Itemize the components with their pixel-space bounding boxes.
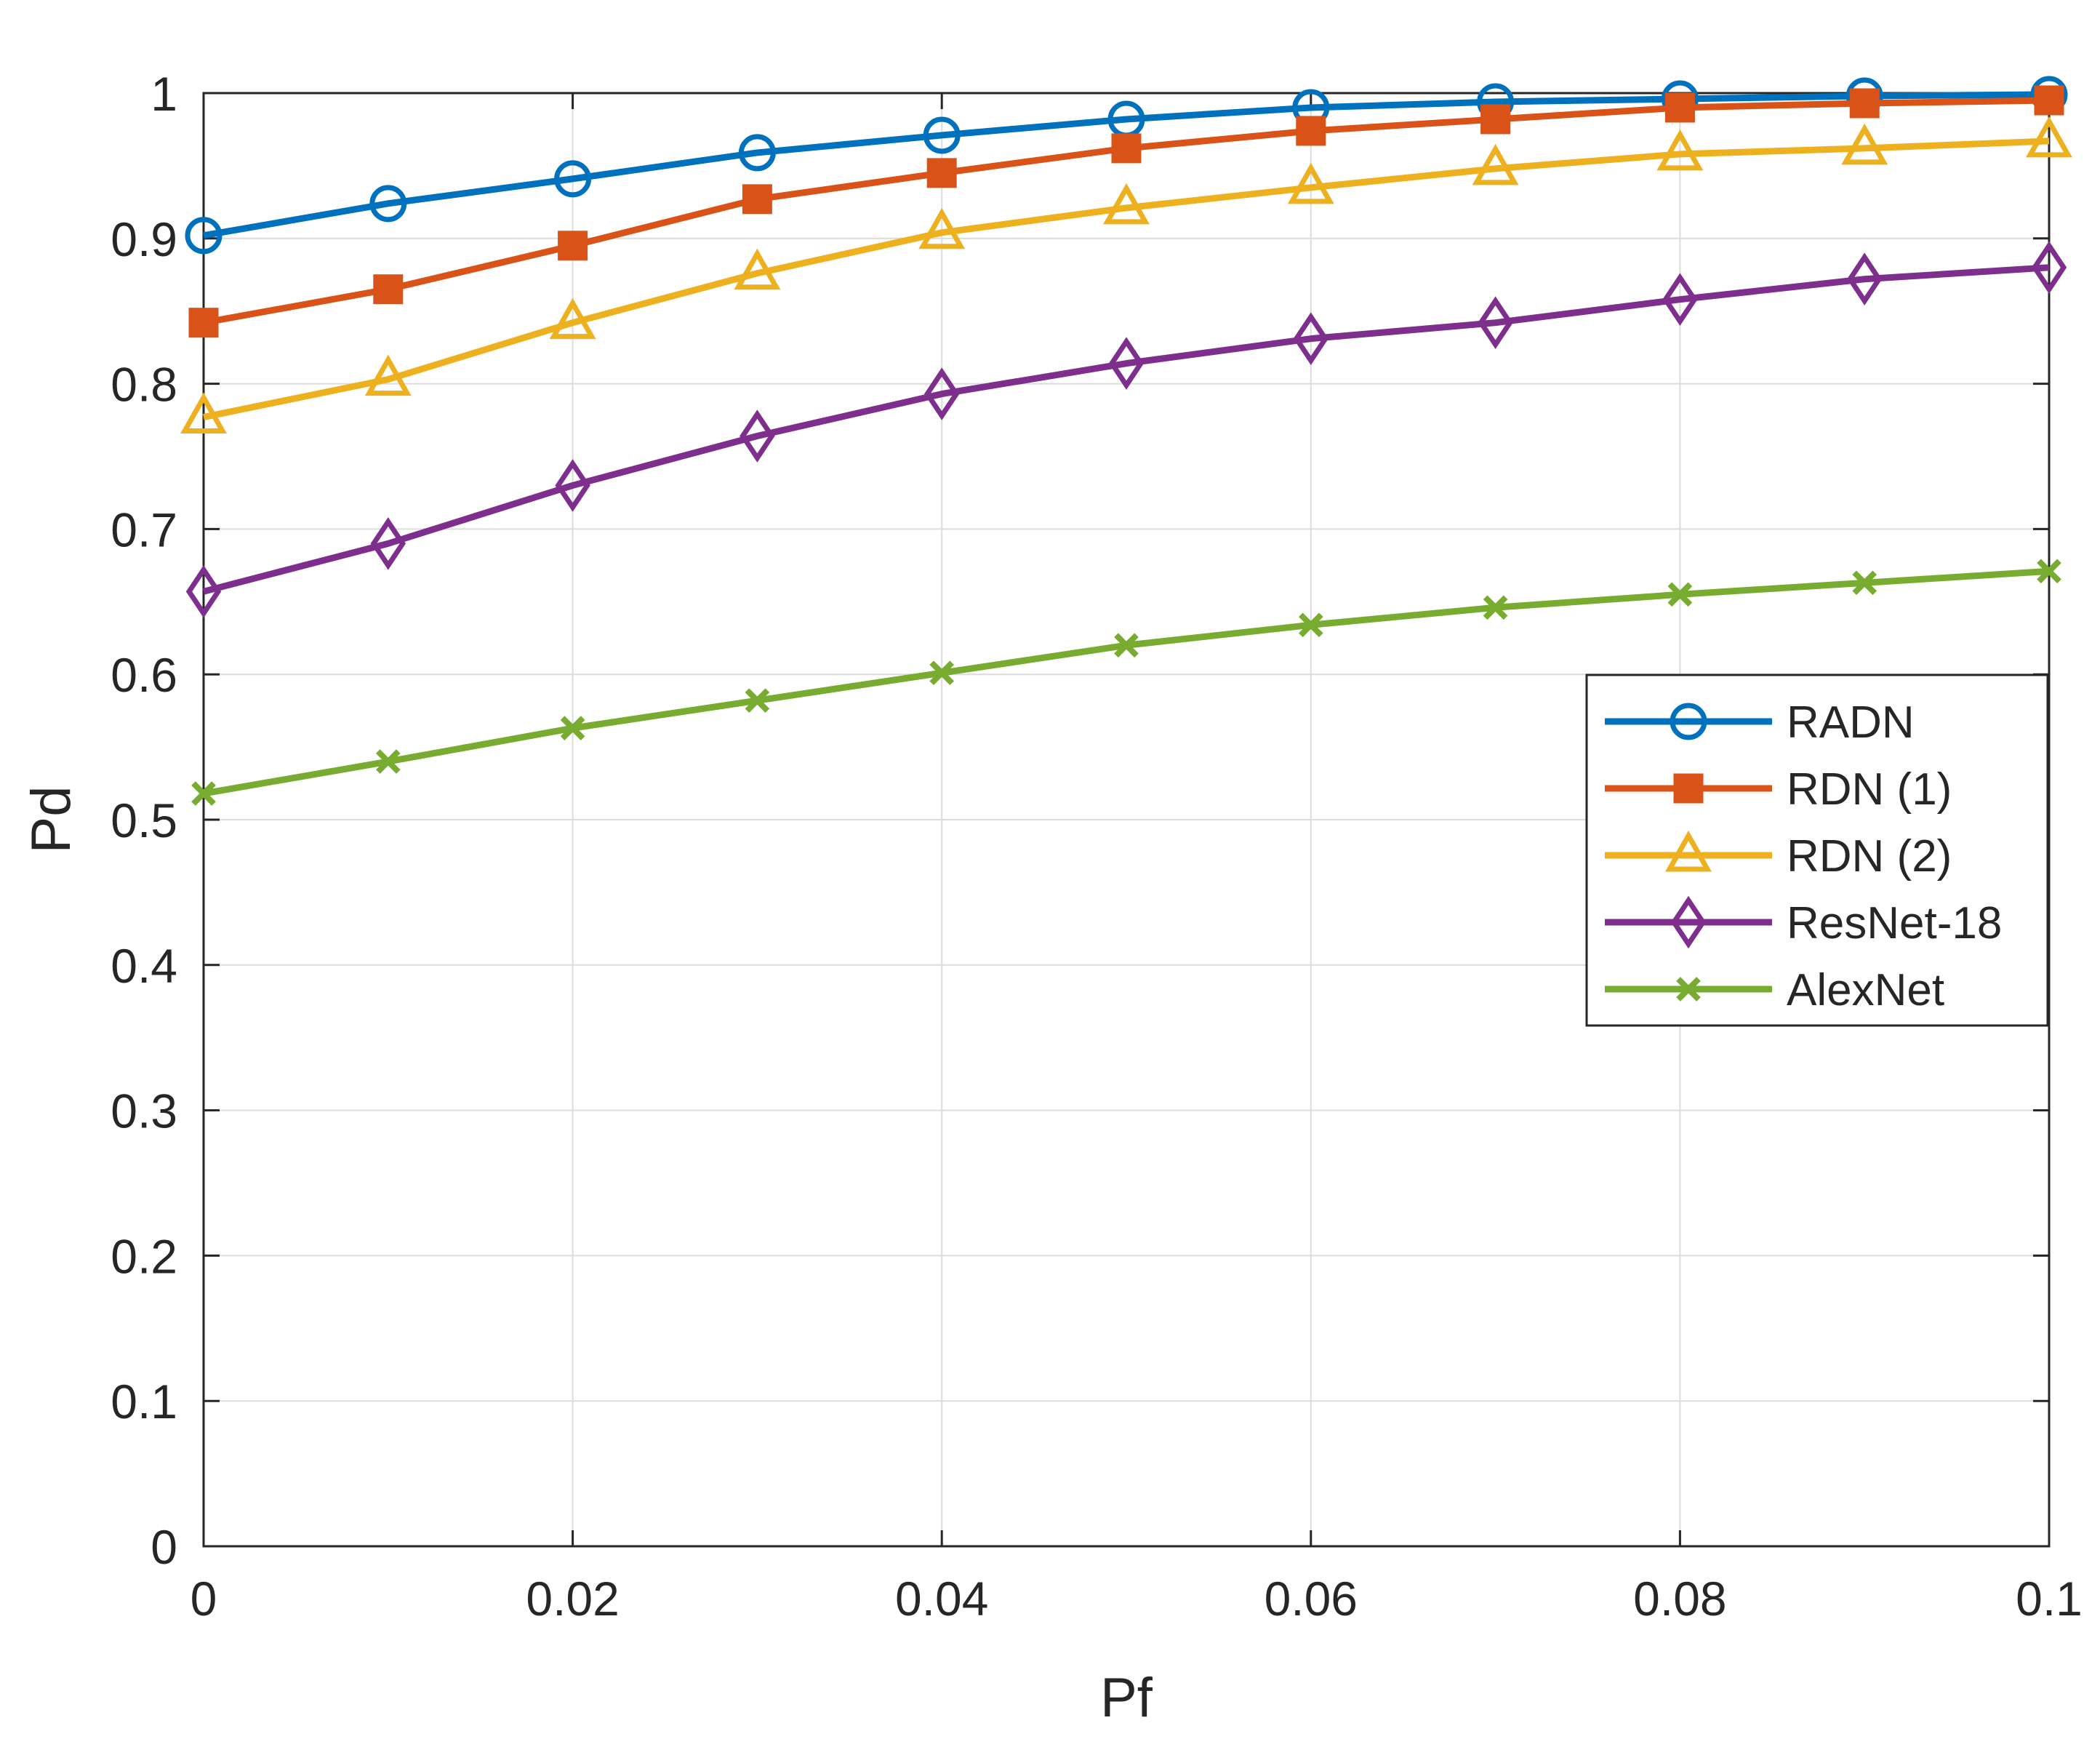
data-point-radn: [369, 185, 407, 223]
data-point-rdn-2: [1287, 162, 1334, 204]
series-line-resnet-18: [202, 264, 2050, 595]
data-point-rdn-2: [734, 248, 781, 290]
x-tick-label: 0: [191, 1572, 217, 1626]
data-point-rdn-2: [2026, 116, 2072, 158]
data-point-rdn-1: [558, 231, 588, 261]
x-tick-label: 0.08: [1633, 1572, 1726, 1626]
data-point-alexnet: [560, 716, 585, 740]
legend-entry-rdn-1: RDN (1): [1605, 764, 1952, 815]
data-point-resnet-18: [1478, 296, 1513, 349]
data-point-radn: [185, 217, 223, 255]
y-tick-label: 0.8: [111, 358, 177, 412]
data-point-rdn-1: [1849, 88, 1880, 119]
series-rdn-2: [180, 116, 2072, 434]
legend-marker-rdn-2: [1665, 830, 1712, 872]
data-point-alexnet: [929, 660, 955, 686]
legend-label-resnet-18: ResNet-18: [1787, 898, 2002, 948]
data-point-rdn-1: [1111, 133, 1142, 164]
data-point-resnet-18: [1108, 337, 1145, 390]
data-point-rdn-2: [364, 354, 412, 396]
legend-marker-alexnet: [1676, 977, 1701, 1002]
data-point-rdn-1: [373, 274, 404, 305]
data-point-resnet-18: [2031, 241, 2067, 295]
y-tick-label: 0.2: [111, 1229, 177, 1283]
legend-marker-resnet-18: [1670, 895, 1707, 949]
data-point-resnet-18: [370, 517, 406, 570]
data-point-resnet-18: [555, 459, 590, 512]
legend-entry-resnet-18: ResNet-18: [1605, 895, 2002, 949]
y-tick-label: 1: [151, 67, 177, 121]
data-point-rdn-2: [1472, 143, 1519, 185]
x-tick-label: 0.02: [526, 1572, 619, 1626]
data-point-rdn-2: [1103, 183, 1150, 225]
data-point-rdn-2: [180, 392, 227, 434]
data-point-rdn-1: [742, 184, 772, 215]
axes-box: [202, 92, 2051, 1548]
y-tick-label: 0.9: [111, 212, 177, 266]
series-rdn-1: [188, 85, 2064, 338]
data-point-alexnet: [191, 781, 216, 806]
data-point-radn: [738, 134, 776, 172]
legend-label-rdn-1: RDN (1): [1787, 764, 1952, 815]
data-point-alexnet: [375, 749, 401, 774]
legend-label-alexnet: AlexNet: [1787, 965, 1944, 1015]
data-point-radn: [554, 160, 592, 198]
legend-label-radn: RADN: [1787, 697, 1915, 748]
data-point-alexnet: [1483, 595, 1508, 620]
data-point-rdn-2: [1656, 129, 1704, 171]
x-tick-label: 0.04: [895, 1572, 988, 1626]
data-point-resnet-18: [185, 565, 222, 618]
x-tick-label: 0.06: [1265, 1572, 1358, 1626]
y-tick-label: 0.4: [111, 939, 177, 993]
y-tick-label: 0.5: [111, 793, 177, 847]
data-point-rdn-1: [2034, 85, 2064, 116]
data-point-resnet-18: [740, 409, 775, 463]
data-point-rdn-1: [926, 158, 957, 188]
data-point-rdn-1: [1296, 116, 1326, 146]
data-point-resnet-18: [923, 367, 960, 420]
legend-entry-rdn-2: RDN (2): [1605, 830, 1952, 882]
data-point-alexnet: [2037, 559, 2061, 584]
y-tick-label: 0.6: [111, 648, 177, 702]
data-point-alexnet: [745, 688, 770, 713]
data-point-resnet-18: [1293, 312, 1329, 365]
legend-marker-radn: [1670, 703, 1707, 740]
legend-entry-alexnet: AlexNet: [1605, 965, 1944, 1015]
data-point-rdn-2: [1841, 123, 1888, 165]
legend-label-rdn-2: RDN (2): [1787, 831, 1952, 882]
legend-marker-rdn-1: [1673, 773, 1704, 804]
data-point-alexnet: [1298, 612, 1323, 638]
series-alexnet: [191, 559, 2061, 806]
data-point-rdn-1: [188, 308, 219, 338]
data-point-resnet-18: [1846, 252, 1883, 306]
data-point-rdn-2: [918, 207, 966, 249]
y-tick-label: 0.1: [111, 1375, 177, 1428]
data-point-alexnet: [1114, 633, 1139, 658]
data-point-alexnet: [1667, 582, 1693, 607]
data-point-rdn-1: [1480, 104, 1511, 135]
data-point-rdn-2: [549, 297, 596, 340]
x-axis-label: Pf: [1100, 1667, 1153, 1729]
legend-entry-radn: RADN: [1605, 697, 1915, 748]
data-point-radn: [923, 116, 961, 154]
data-point-alexnet: [1852, 570, 1877, 596]
y-tick-label: 0.3: [111, 1084, 177, 1138]
series-resnet-18: [185, 241, 2067, 618]
legend-box: [1585, 673, 2049, 1027]
y-axis-label: Pd: [20, 786, 82, 854]
series-line-rdn-2: [203, 137, 2050, 420]
data-point-resnet-18: [1662, 273, 1698, 327]
x-tick-label: 0.1: [2016, 1572, 2083, 1626]
y-tick-label: 0: [151, 1520, 177, 1574]
y-tick-label: 0.7: [111, 503, 177, 556]
series-line-radn: [203, 91, 2050, 239]
data-point-rdn-1: [1664, 92, 1695, 123]
